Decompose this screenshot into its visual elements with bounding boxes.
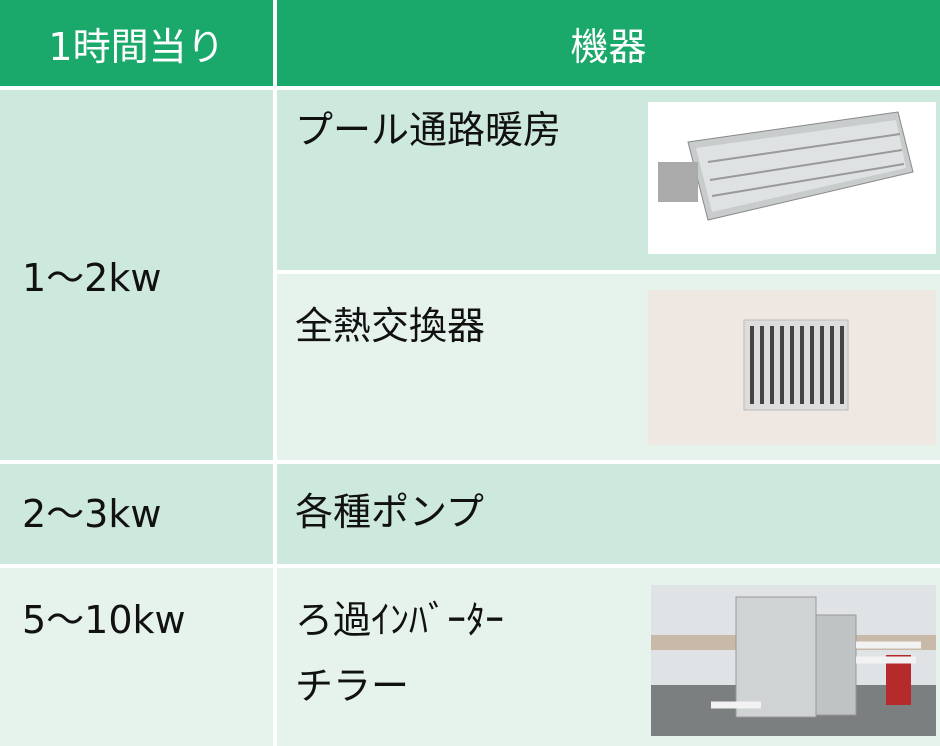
vent-photo (648, 290, 936, 445)
power-text: 1～2kw (22, 256, 162, 300)
heater-photo (648, 102, 936, 254)
power-cell: 5～10kw (0, 568, 273, 746)
device-text: 各種ポンプ (295, 490, 484, 534)
power-text: 5～10kw (22, 598, 186, 642)
device-text: プール通路暖房 (295, 108, 562, 152)
power-cell: 1～2kw (0, 90, 273, 460)
header-cell: 1時間当り (0, 0, 273, 86)
device-cell: 各種ポンプ (277, 464, 940, 564)
power-cell: 2～3kw (0, 464, 273, 564)
header-text: 1時間当り (48, 24, 225, 69)
chiller-photo (651, 585, 936, 736)
power-text: 2～3kw (22, 492, 162, 536)
device-text: チラー (295, 664, 410, 708)
device-text: ろ過ｲﾝﾊﾞｰﾀｰ (295, 598, 505, 642)
header-cell: 機器 (277, 0, 940, 86)
device-text: 全熱交換器 (295, 304, 486, 348)
header-text: 機器 (570, 24, 647, 69)
